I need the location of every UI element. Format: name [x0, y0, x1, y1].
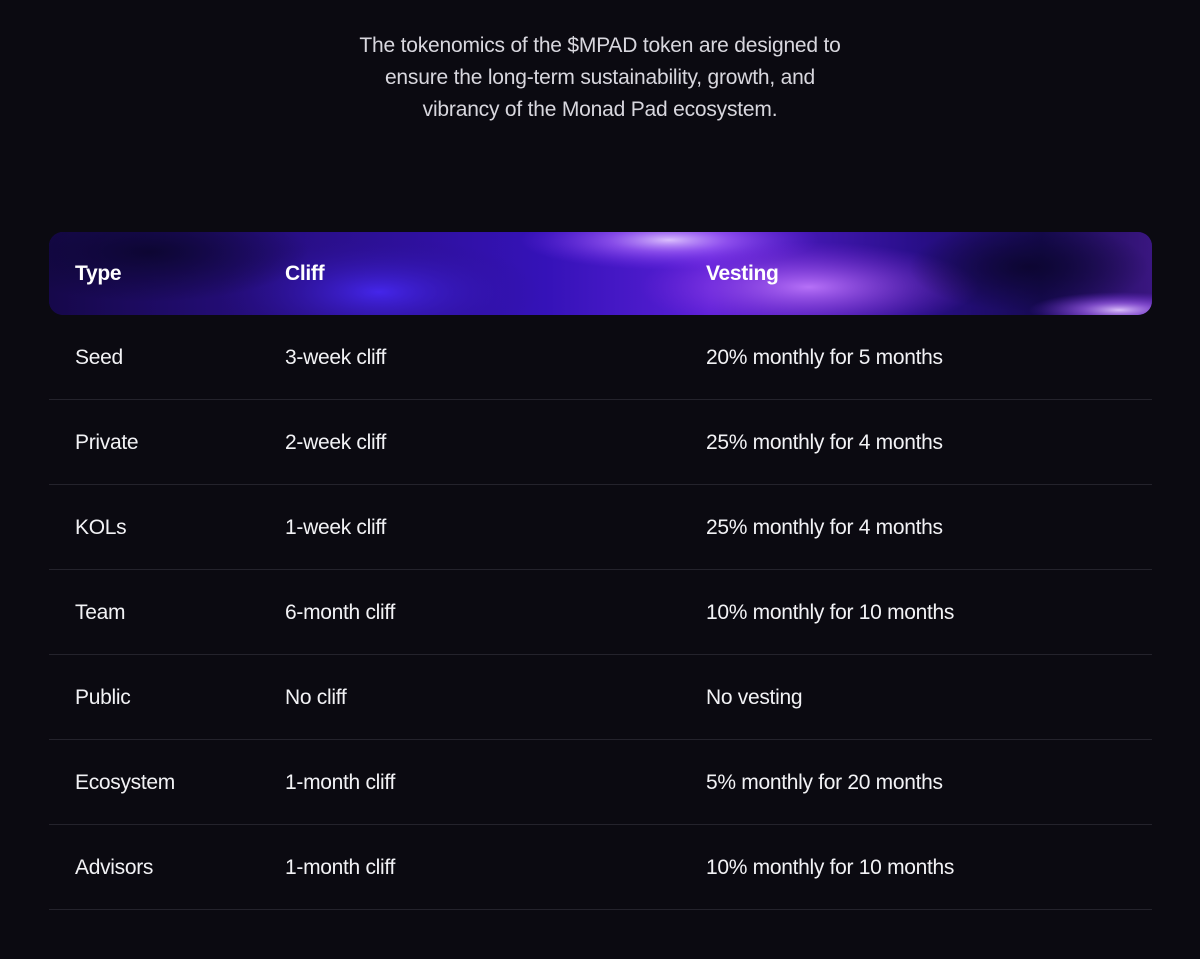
header-cliff: Cliff — [285, 261, 325, 285]
intro-line-1: The tokenomics of the $MPAD token are de… — [359, 34, 841, 57]
row-vesting: 5% monthly for 20 months — [706, 770, 943, 794]
table-row-seed: Seed 3-week cliff 20% monthly for 5 mont… — [49, 315, 1152, 400]
table-row-ecosystem: Ecosystem 1-month cliff 5% monthly for 2… — [49, 740, 1152, 825]
row-vesting: No vesting — [706, 685, 803, 709]
intro-line-3: vibrancy of the Monad Pad ecosystem. — [422, 98, 778, 121]
row-vesting: 25% monthly for 4 months — [706, 430, 943, 454]
row-cliff: 3-week cliff — [285, 345, 387, 369]
vesting-table: Type Cliff Vesting Seed 3-week cliff 20%… — [49, 232, 1152, 910]
table-row-kols: KOLs 1-week cliff 25% monthly for 4 mont… — [49, 485, 1152, 570]
header-vesting: Vesting — [706, 261, 779, 285]
row-type: Private — [75, 430, 139, 454]
table-header: Type Cliff Vesting — [49, 232, 1152, 315]
row-cliff: 1-month cliff — [285, 855, 396, 879]
table-row-advisors: Advisors 1-month cliff 10% monthly for 1… — [49, 825, 1152, 910]
row-type: Public — [75, 685, 131, 709]
tokenomics-intro: The tokenomics of the $MPAD token are de… — [300, 30, 900, 126]
row-type: KOLs — [75, 515, 127, 539]
row-vesting: 25% monthly for 4 months — [706, 515, 943, 539]
table-row-team: Team 6-month cliff 10% monthly for 10 mo… — [49, 570, 1152, 655]
row-vesting: 10% monthly for 10 months — [706, 600, 955, 624]
table-row-private: Private 2-week cliff 25% monthly for 4 m… — [49, 400, 1152, 485]
row-type: Ecosystem — [75, 770, 175, 794]
intro-line-2: ensure the long-term sustainability, gro… — [384, 66, 816, 89]
row-cliff: 6-month cliff — [285, 600, 396, 624]
row-type: Seed — [75, 345, 123, 369]
row-cliff: 1-month cliff — [285, 770, 396, 794]
row-type: Advisors — [75, 855, 154, 879]
row-type: Team — [75, 600, 126, 624]
header-type: Type — [75, 261, 122, 285]
row-cliff: 2-week cliff — [285, 430, 387, 454]
row-cliff: No cliff — [285, 685, 347, 709]
table-row-public: Public No cliff No vesting — [49, 655, 1152, 740]
header-gradient-background — [49, 232, 1152, 315]
row-vesting: 10% monthly for 10 months — [706, 855, 955, 879]
row-vesting: 20% monthly for 5 months — [706, 345, 943, 369]
row-cliff: 1-week cliff — [285, 515, 387, 539]
